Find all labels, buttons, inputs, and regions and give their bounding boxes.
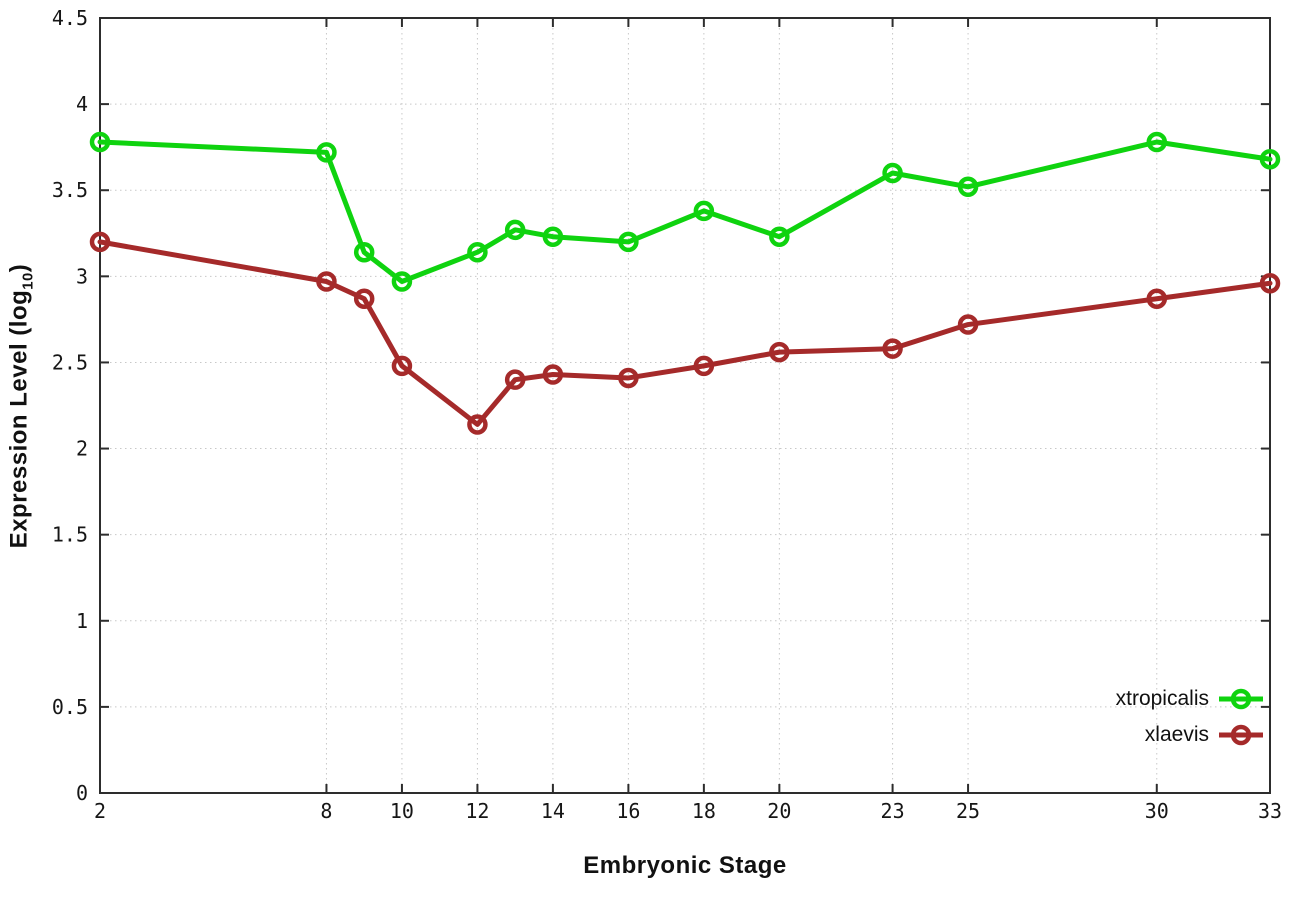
data-point-xlaevis-stage-25 (957, 314, 979, 335)
data-point-xlaevis-stage-2 (89, 231, 111, 253)
data-point-xlaevis-stage-14 (542, 364, 564, 385)
y-tick-label: 3 (76, 264, 88, 288)
gridlines (100, 18, 1270, 793)
x-tick-label: 30 (1145, 799, 1169, 823)
legend-marker-xlaevis-icon (1219, 724, 1263, 746)
data-point-xlaevis-stage-13 (504, 369, 526, 390)
x-tick-label: 16 (616, 799, 640, 823)
data-point-xtropicalis-stage-8 (316, 142, 337, 163)
y-axis-title-suffix: ) (5, 263, 33, 273)
data-point-xlaevis-stage-30 (1146, 288, 1168, 309)
y-tick-label: 0.5 (52, 695, 88, 719)
x-tick-labels: 2 8 10 12 14 16 18 20 23 25 30 33 (94, 799, 1282, 823)
legend: xtropicalis xlaevis (1116, 683, 1264, 751)
data-point-xtropicalis-stage-25 (957, 176, 979, 198)
data-point-xlaevis-stage-33 (1259, 272, 1281, 294)
y-tick-label: 2 (76, 437, 88, 461)
legend-row-xlaevis: xlaevis (1145, 719, 1264, 751)
y-tick-label: 3.5 (52, 178, 88, 202)
data-point-xtropicalis-stage-23 (882, 162, 903, 184)
plot-border (99, 17, 1271, 794)
data-point-xtropicalis-stage-33 (1259, 148, 1281, 170)
series-xtropicalis (89, 131, 1281, 292)
data-point-xtropicalis-stage-13 (504, 219, 526, 241)
y-axis-title: Expression Level (log10) (6, 264, 37, 549)
legend-marker-xtropicalis-icon (1219, 688, 1263, 710)
legend-row-xtropicalis: xtropicalis (1116, 683, 1264, 715)
data-point-xlaevis-stage-12 (467, 414, 488, 435)
x-tick-label: 10 (390, 799, 414, 823)
y-tick-label: 4 (76, 92, 88, 116)
y-tick-label: 4.5 (52, 6, 88, 30)
data-point-xlaevis-stage-16 (618, 367, 639, 389)
x-tick-label: 25 (956, 799, 980, 823)
series-line-xtropicalis (97, 139, 1273, 284)
legend-label-xtropicalis: xtropicalis (1115, 687, 1209, 710)
data-point-xtropicalis-stage-16 (618, 231, 639, 253)
data-point-xlaevis-stage-18 (693, 355, 715, 377)
y-tick-label: 2.5 (52, 350, 88, 374)
series-xlaevis (89, 231, 1281, 435)
x-axis-title: Embryonic Stage (583, 852, 787, 879)
axis-ticks (99, 17, 1271, 794)
legend-label-xlaevis: xlaevis (1144, 723, 1209, 746)
data-point-xtropicalis-stage-12 (467, 241, 488, 263)
y-tick-label: 1 (76, 609, 88, 633)
data-point-xtropicalis-stage-30 (1146, 131, 1168, 153)
y-axis-title-text: Expression Level (log (5, 289, 33, 549)
data-point-xlaevis-stage-23 (882, 338, 903, 359)
data-point-xtropicalis-stage-18 (693, 200, 715, 222)
y-tick-labels: 0 0.5 1 1.5 2 2.5 3 3.5 4 4.5 (52, 6, 88, 805)
data-point-xtropicalis-stage-9 (353, 241, 375, 263)
x-tick-label: 2 (94, 799, 106, 823)
data-point-xtropicalis-stage-2 (89, 131, 111, 153)
y-tick-label: 1.5 (52, 523, 88, 547)
x-tick-label: 23 (881, 799, 905, 823)
data-point-xtropicalis-stage-10 (391, 271, 413, 292)
data-point-xlaevis-stage-8 (316, 271, 337, 292)
x-tick-label: 8 (320, 799, 332, 823)
x-tick-label: 20 (767, 799, 791, 823)
x-tick-label: 12 (465, 799, 489, 823)
series-line-xlaevis (97, 239, 1273, 427)
data-point-xlaevis-stage-10 (391, 355, 413, 377)
data-point-xtropicalis-stage-20 (769, 226, 790, 247)
y-tick-label: 0 (76, 781, 88, 805)
x-tick-label: 33 (1258, 799, 1282, 823)
y-axis-title-subscript: 10 (20, 272, 37, 290)
x-tick-label: 18 (692, 799, 716, 823)
data-point-xlaevis-stage-20 (769, 341, 790, 363)
data-point-xtropicalis-stage-14 (542, 226, 564, 247)
data-point-xlaevis-stage-9 (353, 288, 375, 309)
x-tick-label: 14 (541, 799, 565, 823)
